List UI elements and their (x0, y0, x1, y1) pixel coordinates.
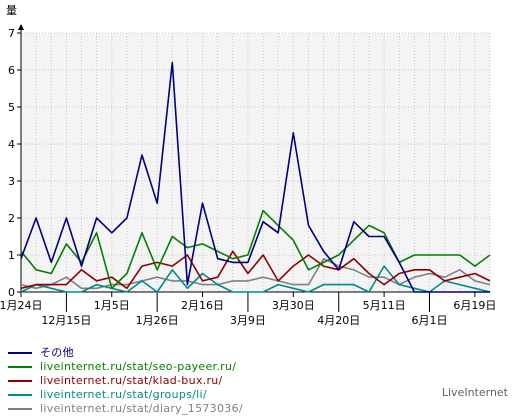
y-tick-label: 0 (8, 286, 15, 299)
y-tick-label: 2 (8, 212, 15, 225)
y-tick-label: 5 (8, 101, 15, 114)
x-tick-label: 5月11日 (363, 299, 406, 312)
x-tick-label: 1月24日 (0, 299, 43, 312)
x-tick-label: 1月26日 (136, 314, 179, 327)
y-tick-label: 6 (8, 64, 15, 77)
legend-swatch (8, 380, 32, 382)
legend-swatch (8, 352, 32, 354)
series-line (20, 61, 490, 293)
grid-lines (21, 32, 491, 292)
y-tick-label: 3 (8, 175, 15, 188)
legend-label: その他 (40, 346, 74, 359)
y-tick-labels: 0 1 2 3 4 5 6 7 (8, 27, 21, 299)
x-tick-label: 12月15日 (41, 314, 91, 327)
y-axis-arrow (18, 24, 24, 30)
legend-label: liveinternet.ru/stat/seo-payeer.ru/ (40, 360, 237, 373)
plot-background (21, 33, 490, 292)
legend-label: liveinternet.ru/stat/diary_1573036/ (40, 402, 243, 415)
y-tick-label: 7 (8, 27, 15, 40)
x-tick-label: 2月16日 (181, 299, 224, 312)
y-axis-label: 量 (6, 4, 17, 17)
legend-label: liveinternet.ru/stat/groups/li/ (40, 388, 207, 401)
series-line (20, 257, 491, 290)
x-tick-labels: 1月24日 1月5日 2月16日 3月30日 5月11日 6月19日 12月15日 1月26日… (0, 292, 496, 327)
watermark: LiveInternet (441, 386, 508, 399)
legend-swatch (8, 408, 32, 410)
series-line (20, 209, 491, 290)
legend-swatch (8, 394, 32, 396)
x-tick-label: 4月20日 (317, 314, 360, 327)
x-tick-label: 1月5日 (94, 299, 130, 312)
line-chart: 0 1 2 3 4 5 6 7 1月24日 1月5日 2月16日 3月30日 5月11日 6月19日 12… (0, 4, 496, 327)
y-tick-label: 1 (8, 249, 15, 262)
legend-swatch (8, 366, 32, 368)
x-tick-label: 6月1日 (411, 314, 447, 327)
legend-label: liveinternet.ru/stat/klad-bux.ru/ (40, 374, 223, 387)
x-tick-label: 6月19日 (453, 299, 496, 312)
series-line (20, 250, 491, 290)
series-lines (20, 61, 491, 293)
y-tick-label: 4 (8, 138, 15, 151)
x-tick-label: 3月30日 (272, 299, 315, 312)
x-tick-label: 3月9日 (230, 314, 266, 327)
